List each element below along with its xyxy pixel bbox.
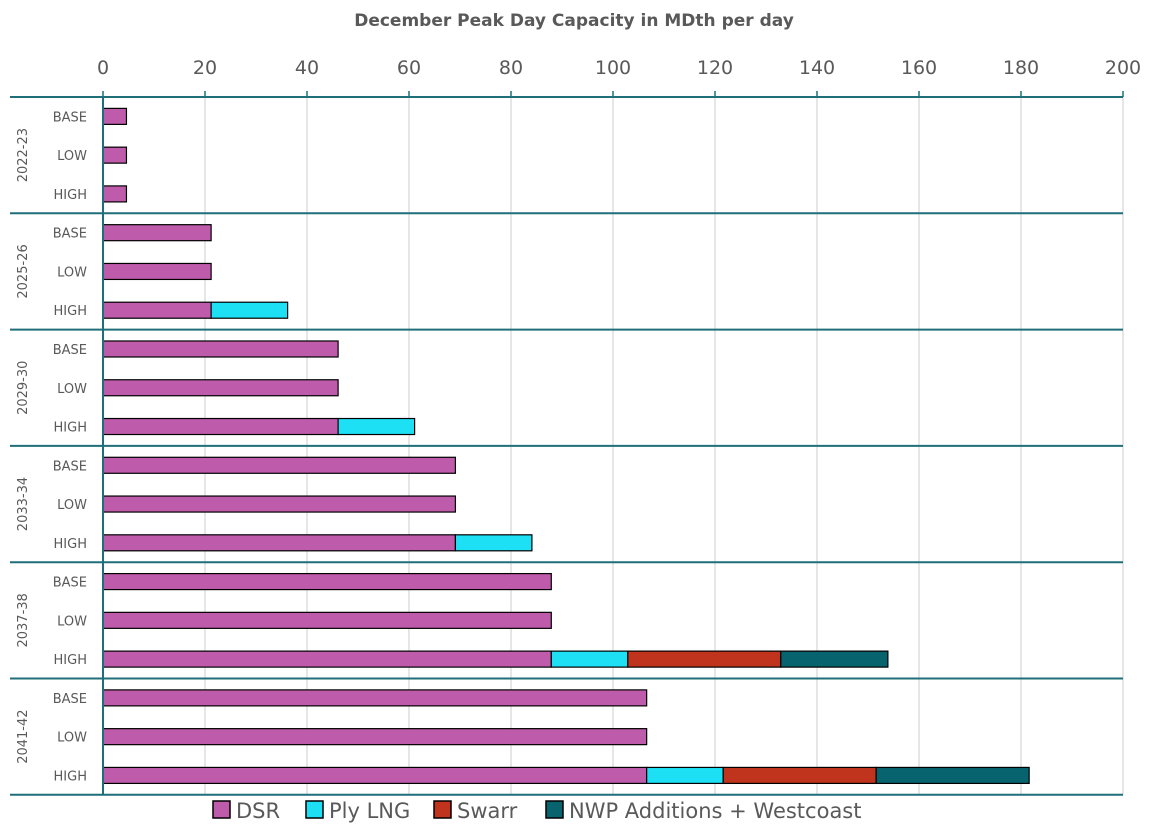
x-tick-label: 80 xyxy=(499,57,523,79)
category-label: BASE xyxy=(53,692,87,707)
bar-dsr xyxy=(102,185,128,203)
x-tick-label: 160 xyxy=(901,57,937,79)
x-tick-label: 60 xyxy=(397,57,421,79)
bar-dsr xyxy=(102,572,552,591)
bar-ply-lng xyxy=(210,301,289,319)
x-tick-label: 100 xyxy=(595,57,631,79)
x-tick-label: 180 xyxy=(1003,57,1039,79)
x-tick-label: 40 xyxy=(295,57,319,79)
x-tick-label: 140 xyxy=(799,57,835,79)
x-tick-label: 20 xyxy=(193,57,217,79)
group-label: 2022-23 xyxy=(16,128,31,182)
category-label: LOW xyxy=(57,731,87,746)
bar-ply-lng xyxy=(646,766,724,785)
bar-swarr xyxy=(627,650,782,668)
group-label: 2037-38 xyxy=(16,593,31,647)
x-tick-label: 0 xyxy=(97,57,109,79)
bar-dsr xyxy=(102,146,128,164)
category-label: BASE xyxy=(53,343,87,358)
legend-label: NWP Additions + Westcoast xyxy=(569,799,861,823)
bar-dsr xyxy=(102,534,457,552)
bar-dsr xyxy=(102,650,552,668)
legend-label: DSR xyxy=(236,799,280,823)
category-label: LOW xyxy=(57,498,87,513)
chart-title: December Peak Day Capacity in MDth per d… xyxy=(354,11,794,31)
bar-ply-lng xyxy=(454,534,533,552)
x-tick-label: 120 xyxy=(697,57,733,79)
bar-dsr xyxy=(102,107,128,125)
x-axis-ticks: 0 20 40 60 80 100 120 140 160 180 200 xyxy=(97,57,1141,79)
bar-dsr xyxy=(102,340,339,358)
bar-ply-lng xyxy=(337,417,416,436)
group-label: 2025-26 xyxy=(16,244,31,298)
group-label: 2029-30 xyxy=(16,361,31,415)
category-label: BASE xyxy=(53,110,87,125)
legend-label: Ply LNG xyxy=(329,799,410,823)
legend: DSR Ply LNG Swarr NWP Additions + Westcoast xyxy=(212,799,861,823)
bar-dsr xyxy=(102,689,648,707)
x-tick-label: 200 xyxy=(1105,57,1141,79)
legend-swatch xyxy=(305,800,324,819)
bar-ply-lng xyxy=(550,650,629,668)
legend-swatch xyxy=(545,800,564,819)
category-label: BASE xyxy=(53,227,87,242)
category-label: LOW xyxy=(57,614,87,629)
category-labels: BASE LOW HIGH 2022-23 BASE LOW HIGH 2025-26 BASE… xyxy=(16,110,87,784)
bar-dsr xyxy=(102,417,339,436)
bar-dsr xyxy=(102,301,212,319)
category-label: BASE xyxy=(53,459,87,474)
bar-series xyxy=(102,107,1030,785)
category-label: HIGH xyxy=(54,537,87,552)
bar-swarr xyxy=(722,766,877,785)
category-label: HIGH xyxy=(54,769,87,784)
category-label: LOW xyxy=(57,265,87,280)
legend-swatch xyxy=(433,800,452,819)
legend-swatch xyxy=(212,800,231,819)
category-label: BASE xyxy=(53,576,87,591)
bar-dsr xyxy=(102,766,648,785)
category-label: HIGH xyxy=(54,653,87,668)
category-label: HIGH xyxy=(54,188,87,203)
category-label: LOW xyxy=(57,149,87,164)
bar-dsr xyxy=(102,379,339,397)
bar-nwp-additions-westcoast xyxy=(875,766,1030,785)
group-label: 2033-34 xyxy=(16,477,31,531)
bar-dsr xyxy=(102,611,552,629)
axes xyxy=(10,91,1124,796)
bar-dsr xyxy=(102,495,457,513)
bar-dsr xyxy=(102,728,648,746)
category-label: LOW xyxy=(57,382,87,397)
bar-dsr xyxy=(102,262,212,281)
legend-label: Swarr xyxy=(457,799,518,823)
bar-dsr xyxy=(102,224,212,242)
bar-nwp-additions-westcoast xyxy=(780,650,889,668)
group-label: 2041-42 xyxy=(16,709,31,763)
category-label: HIGH xyxy=(54,421,87,436)
bar-dsr xyxy=(102,456,457,474)
category-label: HIGH xyxy=(54,304,87,319)
